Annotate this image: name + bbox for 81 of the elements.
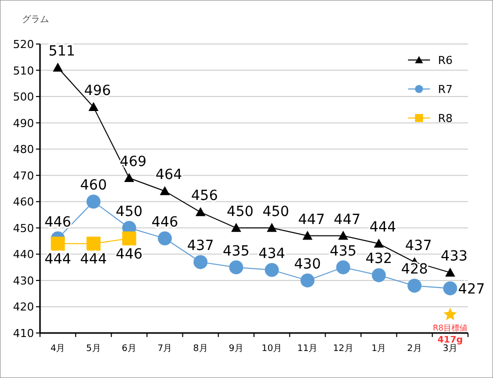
x-tick-label: 5月 xyxy=(86,344,101,354)
point xyxy=(124,172,134,182)
point xyxy=(86,194,100,209)
point xyxy=(88,102,98,112)
x-tick-label: 2月 xyxy=(407,344,422,354)
y-tick-label: 490 xyxy=(13,116,34,130)
point xyxy=(86,236,100,251)
point xyxy=(300,273,314,288)
annotation: 417g xyxy=(438,336,463,346)
data-label: 430 xyxy=(294,256,321,272)
y-tick-label: 520 xyxy=(13,38,34,51)
point xyxy=(408,278,422,293)
y-tick-label: 450 xyxy=(13,222,34,235)
data-label: 447 xyxy=(298,212,325,228)
y-tick-label: 430 xyxy=(13,274,34,288)
point xyxy=(158,231,172,246)
data-label: 444 xyxy=(80,252,107,268)
point xyxy=(52,62,63,72)
point xyxy=(372,268,386,282)
data-label: 444 xyxy=(369,220,396,236)
data-label: 435 xyxy=(330,243,357,260)
y-tick-label: 500 xyxy=(13,90,34,104)
data-label: 433 xyxy=(440,248,468,265)
data-label: 450 xyxy=(262,204,290,220)
x-tick-label: 8月 xyxy=(193,344,208,354)
y-tick-label: 470 xyxy=(13,169,34,182)
y-tick-label: 480 xyxy=(13,143,34,156)
y-tick-label: 420 xyxy=(13,300,34,314)
point xyxy=(445,268,456,277)
legend-label: R6 xyxy=(438,54,453,67)
y-tick-label: 510 xyxy=(13,64,34,78)
data-label: 446 xyxy=(116,246,143,262)
data-label: 446 xyxy=(44,214,72,230)
point xyxy=(374,238,384,248)
point xyxy=(160,186,170,196)
point xyxy=(264,262,279,277)
x-tick-label: 11月 xyxy=(297,344,318,354)
point xyxy=(302,230,312,240)
x-tick-label: 9月 xyxy=(228,344,244,354)
data-label: 464 xyxy=(155,167,182,184)
x-tick-label: 10月 xyxy=(262,344,282,354)
point xyxy=(229,260,244,274)
point xyxy=(196,207,206,216)
data-label: 437 xyxy=(405,238,432,254)
point xyxy=(336,260,350,274)
point xyxy=(194,255,208,270)
y-tick-label: 440 xyxy=(13,248,34,262)
x-tick-label: 7月 xyxy=(157,344,172,354)
data-label: 432 xyxy=(365,251,392,268)
data-label: 435 xyxy=(222,243,250,260)
point xyxy=(122,231,136,246)
point xyxy=(443,281,458,296)
data-label: 469 xyxy=(120,154,147,170)
annotation: R8目標値 xyxy=(432,324,468,333)
x-tick-label: 1月 xyxy=(371,344,386,354)
y-axis-title: グラム xyxy=(22,14,49,25)
data-label: 450 xyxy=(226,204,254,220)
point xyxy=(50,236,65,251)
data-label: 437 xyxy=(187,238,214,254)
point xyxy=(266,222,277,232)
data-label: 427 xyxy=(458,281,485,298)
data-label: 460 xyxy=(80,178,107,194)
y-tick-label: 460 xyxy=(13,196,34,209)
legend-label: R8 xyxy=(438,112,453,125)
data-label: 434 xyxy=(258,246,286,262)
data-label: 444 xyxy=(44,252,72,268)
point xyxy=(444,308,457,320)
y-tick-label: 410 xyxy=(13,327,34,340)
legend-label: R7 xyxy=(438,83,453,96)
x-tick-label: 12月 xyxy=(332,344,354,354)
point xyxy=(338,230,348,240)
data-label: 496 xyxy=(84,83,111,100)
data-label: 447 xyxy=(334,212,361,228)
x-tick-label: 6月 xyxy=(122,344,137,354)
data-label: 511 xyxy=(48,44,76,60)
data-label: 446 xyxy=(151,214,178,230)
x-tick-label: 4月 xyxy=(50,344,66,354)
x-tick-label: 3月 xyxy=(442,344,458,354)
point xyxy=(231,222,242,232)
data-label: 456 xyxy=(191,188,218,204)
data-label: 450 xyxy=(116,204,143,220)
